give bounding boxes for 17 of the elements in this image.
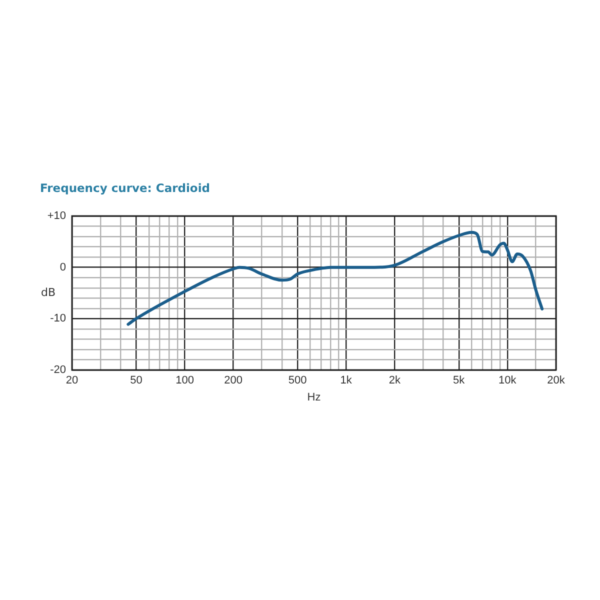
y-tick-label: +10 (47, 210, 66, 222)
x-tick-label: 10k (498, 374, 517, 387)
x-tick-label: 200 (224, 374, 243, 387)
chart-title: Frequency curve: Cardioid (40, 181, 210, 195)
y-tick-label: -10 (50, 312, 66, 325)
x-axis-title: Hz (307, 391, 321, 404)
y-axis-title: dB (41, 286, 56, 299)
x-tick-label: 2k (388, 374, 401, 387)
y-tick-label: 0 (60, 261, 66, 274)
x-tick-label: 20 (66, 374, 78, 387)
x-tick-label: 20k (547, 374, 566, 387)
y-tick-label: -20 (50, 364, 66, 376)
x-tick-label: 100 (176, 374, 194, 387)
x-tick-label: 5k (453, 374, 466, 387)
x-tick-label: 50 (130, 374, 142, 387)
x-tick-label: 500 (288, 374, 307, 387)
x-tick-label: 1k (340, 374, 352, 387)
